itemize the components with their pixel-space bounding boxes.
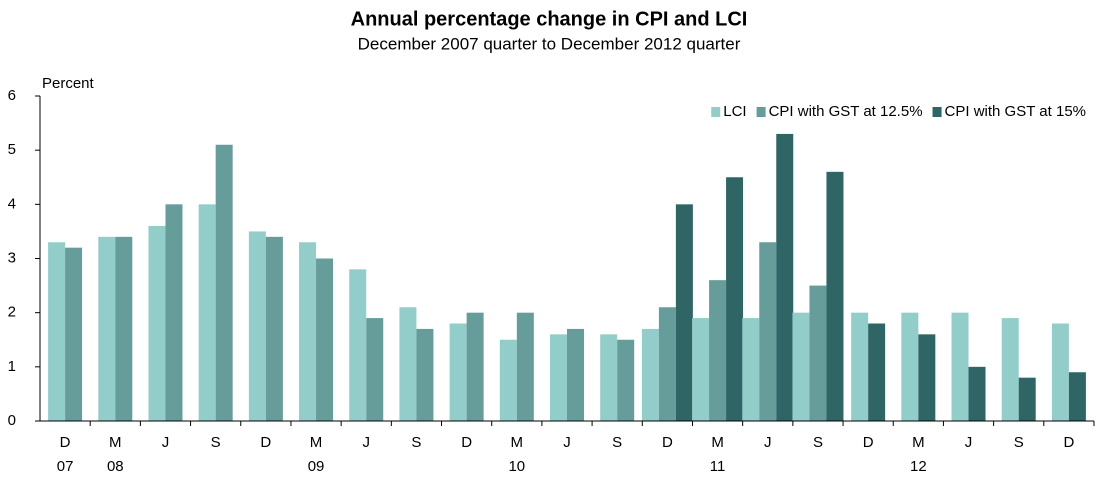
legend-swatch xyxy=(711,107,721,117)
bar xyxy=(366,318,384,421)
x-tick-label: D xyxy=(461,434,472,451)
bar xyxy=(215,144,233,421)
bar xyxy=(1018,377,1036,421)
bar xyxy=(198,204,216,421)
bar xyxy=(1051,323,1069,421)
bar xyxy=(449,323,467,421)
x-tick-label: S xyxy=(813,434,823,451)
x-tick-label: S xyxy=(1014,434,1024,451)
y-tick-label: 6 xyxy=(8,87,16,104)
bar xyxy=(951,312,969,421)
bar xyxy=(1001,318,1019,421)
bar xyxy=(868,323,886,421)
bar xyxy=(675,204,693,421)
x-year-label: 12 xyxy=(910,458,927,475)
bar xyxy=(709,280,727,421)
bar xyxy=(759,242,777,421)
x-tick-label: M xyxy=(511,434,524,451)
bar xyxy=(516,312,534,421)
bar xyxy=(742,318,760,421)
bar xyxy=(851,312,869,421)
x-tick-label: J xyxy=(965,434,973,451)
y-tick-label: 4 xyxy=(8,195,16,212)
legend-label: CPI with GST at 12.5% xyxy=(769,103,923,120)
y-tick-label: 5 xyxy=(8,141,16,158)
bar xyxy=(600,334,618,421)
bar xyxy=(692,318,710,421)
bar xyxy=(148,226,166,421)
x-year-label: 09 xyxy=(308,458,325,475)
x-tick-label: D xyxy=(662,434,673,451)
bar xyxy=(617,339,635,421)
bar xyxy=(658,307,676,421)
bar xyxy=(265,236,283,421)
legend-swatch xyxy=(756,107,766,117)
x-tick-label: S xyxy=(612,434,622,451)
bar xyxy=(726,177,744,421)
bar xyxy=(165,204,183,421)
bar xyxy=(550,334,567,421)
bar xyxy=(792,312,810,421)
y-tick-label: 2 xyxy=(8,304,16,321)
bar xyxy=(299,242,317,421)
x-tick-label: D xyxy=(260,434,271,451)
x-tick-label: S xyxy=(211,434,221,451)
bar xyxy=(826,171,844,421)
x-tick-label: J xyxy=(362,434,370,451)
x-year-label: 10 xyxy=(508,458,525,475)
y-axis-label: Percent xyxy=(42,75,95,92)
x-tick-label: J xyxy=(162,434,170,451)
bar xyxy=(349,269,367,421)
bar xyxy=(48,242,66,421)
x-tick-label: S xyxy=(411,434,421,451)
bar xyxy=(567,328,584,421)
x-year-label: 07 xyxy=(57,458,74,475)
legend-label: LCI xyxy=(723,103,746,120)
chart-subtitle: December 2007 quarter to December 2012 q… xyxy=(358,34,741,53)
x-year-label: 08 xyxy=(107,458,124,475)
bar xyxy=(641,328,659,421)
chart-title: Annual percentage change in CPI and LCI xyxy=(351,8,748,30)
y-tick-label: 3 xyxy=(8,249,16,266)
bar xyxy=(98,236,116,421)
bar xyxy=(316,258,334,421)
bar xyxy=(809,285,827,421)
bar xyxy=(399,307,417,421)
x-tick-label: D xyxy=(60,434,71,451)
x-tick-label: M xyxy=(310,434,323,451)
x-tick-label: M xyxy=(711,434,724,451)
bar xyxy=(65,247,83,421)
bar xyxy=(115,236,133,421)
bar xyxy=(968,366,986,421)
bar xyxy=(1068,372,1086,421)
y-tick-label: 1 xyxy=(8,358,16,375)
bar xyxy=(918,334,936,421)
bar xyxy=(901,312,919,421)
legend-label: CPI with GST at 15% xyxy=(945,103,1086,120)
x-tick-label: D xyxy=(863,434,874,451)
x-tick-label: D xyxy=(1063,434,1074,451)
x-tick-label: J xyxy=(764,434,772,451)
legend-swatch xyxy=(932,107,942,117)
bar xyxy=(416,328,434,421)
x-tick-label: M xyxy=(912,434,925,451)
bar xyxy=(776,133,794,421)
bar xyxy=(248,231,266,421)
bar xyxy=(499,339,517,421)
y-tick-label: 0 xyxy=(8,412,16,429)
x-year-label: 11 xyxy=(710,458,726,475)
x-tick-label: M xyxy=(109,434,122,451)
bar xyxy=(466,312,484,421)
x-tick-label: J xyxy=(563,434,571,451)
